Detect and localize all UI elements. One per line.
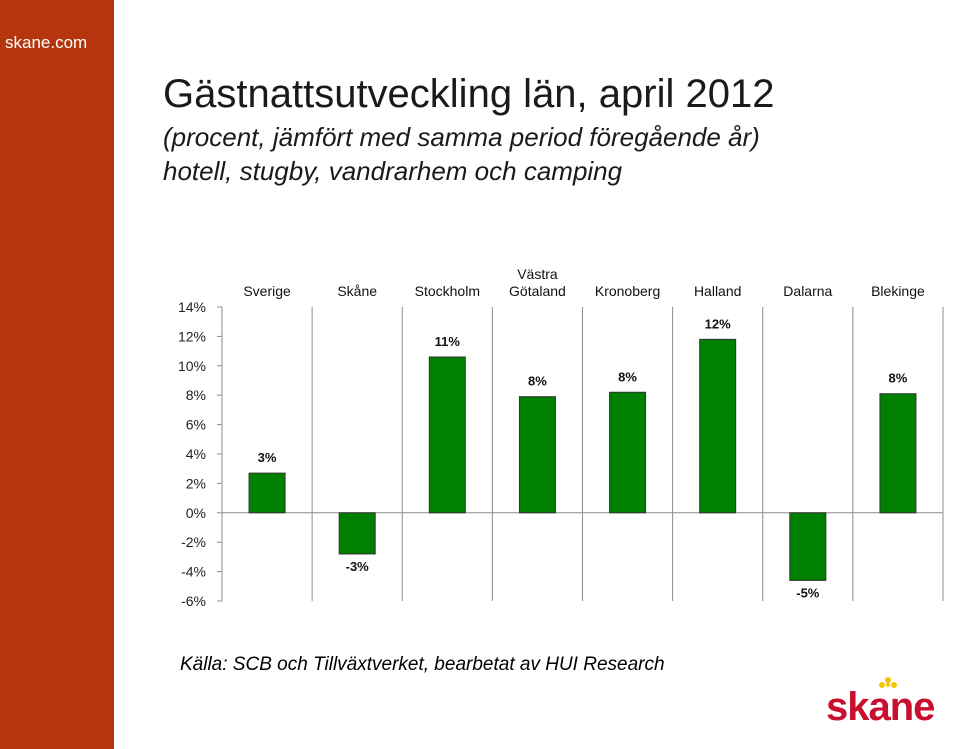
y-tick-label: 6%	[186, 417, 206, 433]
data-label: 8%	[889, 371, 908, 386]
bar	[609, 391, 647, 514]
subtitle-line-2: hotell, stugby, vandrarhem och camping	[163, 156, 623, 186]
category-label: Dalarna	[783, 283, 832, 299]
data-label: -3%	[346, 559, 370, 574]
y-tick-label: 12%	[178, 328, 206, 344]
y-tick-label: 10%	[178, 358, 206, 374]
data-label: 8%	[528, 374, 547, 389]
skane-logo: skane	[826, 677, 935, 726]
site-label[interactable]: skane.com	[5, 33, 88, 52]
page-title: Gästnattsutveckling län, april 2012	[163, 72, 775, 116]
category-label: Blekinge	[871, 283, 925, 299]
y-tick-label: 2%	[186, 475, 206, 491]
y-tick-label: -4%	[181, 564, 206, 580]
category-label: Halland	[694, 283, 741, 299]
data-label: -5%	[796, 585, 820, 600]
category-label: Västra	[517, 266, 558, 282]
bar	[338, 512, 376, 555]
category-label: Sverige	[243, 283, 291, 299]
category-label: Stockholm	[415, 283, 480, 299]
bar	[518, 396, 556, 514]
data-label: 3%	[258, 450, 277, 465]
data-label: 11%	[435, 334, 461, 349]
bar	[879, 393, 917, 514]
svg-text:skane: skane	[826, 685, 934, 726]
data-label: 8%	[618, 369, 637, 384]
y-tick-label: -6%	[181, 593, 206, 609]
bar	[699, 338, 737, 514]
y-tick-label: -2%	[181, 534, 206, 550]
y-tick-label: 14%	[178, 299, 206, 315]
bar	[428, 356, 466, 514]
y-tick-label: 8%	[186, 387, 206, 403]
logo-flower-icon	[879, 677, 897, 688]
y-tick-label: 0%	[186, 505, 206, 521]
y-tick-label: 4%	[186, 446, 206, 462]
sidebar: skane.com	[0, 0, 114, 749]
category-label: Götaland	[509, 283, 566, 299]
category-label: Kronoberg	[595, 283, 660, 299]
bar	[789, 512, 827, 581]
category-label: Skåne	[337, 283, 377, 299]
bar	[248, 472, 286, 514]
source-note: Källa: SCB och Tillväxtverket, bearbetat…	[180, 654, 665, 675]
subtitle-line-1: (procent, jämfört med samma period föreg…	[163, 122, 760, 152]
data-label: 12%	[705, 316, 731, 331]
